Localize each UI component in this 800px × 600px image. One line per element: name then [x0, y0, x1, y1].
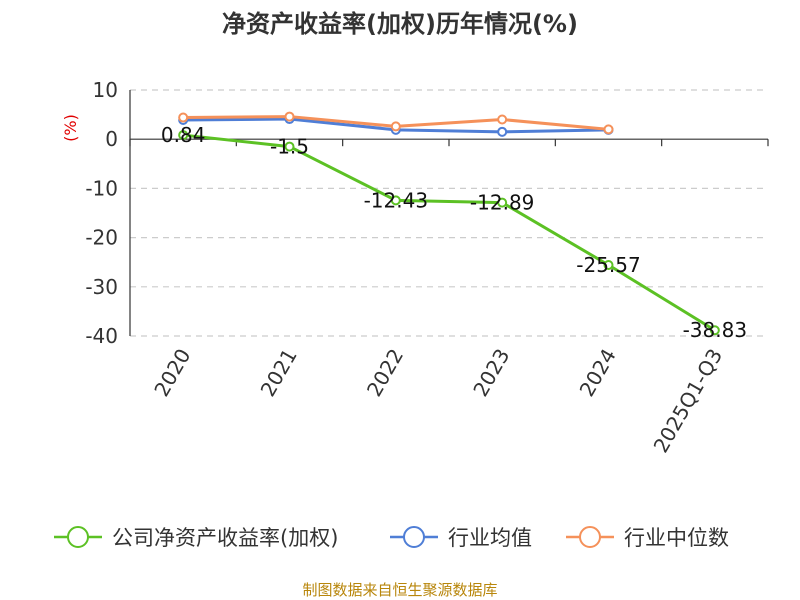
x-tick-label: 2021 — [256, 345, 302, 401]
data-point — [390, 195, 401, 206]
legend-label: 行业均值 — [448, 526, 532, 550]
legend-marker — [403, 526, 425, 548]
y-tick-label: -20 — [85, 226, 118, 250]
series-line-0 — [183, 133, 716, 332]
legend-marker — [579, 526, 601, 548]
data-point — [497, 197, 508, 208]
legend: 公司净资产收益率(加权) 行业均值 行业中位数 — [54, 526, 729, 550]
x-tick-label: 2023 — [468, 344, 514, 400]
data-label: -1.5 — [270, 135, 309, 159]
x-tick-label: 2024 — [575, 345, 621, 401]
data-point — [497, 114, 508, 125]
y-tick-label: -10 — [85, 176, 118, 200]
source-note: 制图数据来自恒生聚源数据库 — [302, 581, 497, 599]
legend-label: 公司净资产收益率(加权) — [112, 526, 338, 550]
series-layer — [178, 111, 720, 336]
y-tick-label: -30 — [85, 275, 118, 299]
y-tick-label: -40 — [85, 324, 118, 348]
data-point — [178, 130, 189, 141]
y-tick-label: 10 — [93, 78, 118, 102]
data-point — [709, 325, 720, 336]
y-tick-label: 0 — [105, 127, 118, 151]
data-labels: 0.84 -1.5 -12.43 -12.89 -25.57 -38.83 — [161, 123, 747, 342]
data-point — [284, 141, 295, 152]
gridlines — [130, 89, 768, 337]
data-label: -12.43 — [364, 188, 428, 212]
data-point — [603, 260, 614, 271]
data-point — [603, 124, 614, 135]
data-point — [497, 126, 508, 137]
x-tick-label: 2025Q1-Q3 — [648, 345, 727, 457]
y-unit-label: (%) — [61, 114, 80, 142]
data-point — [390, 121, 401, 132]
legend-marker — [67, 526, 89, 548]
data-point — [178, 112, 189, 123]
data-label: -38.83 — [683, 318, 747, 342]
data-point — [284, 111, 295, 122]
x-tick-label: 2022 — [362, 345, 408, 401]
data-label: -12.89 — [470, 191, 534, 215]
x-tick-label: 2020 — [149, 345, 195, 401]
chart-title: 净资产收益率(加权)历年情况(%) — [222, 10, 578, 38]
data-label: 0.84 — [161, 123, 206, 147]
data-label: -25.57 — [576, 253, 640, 277]
legend-label: 行业中位数 — [624, 526, 729, 550]
